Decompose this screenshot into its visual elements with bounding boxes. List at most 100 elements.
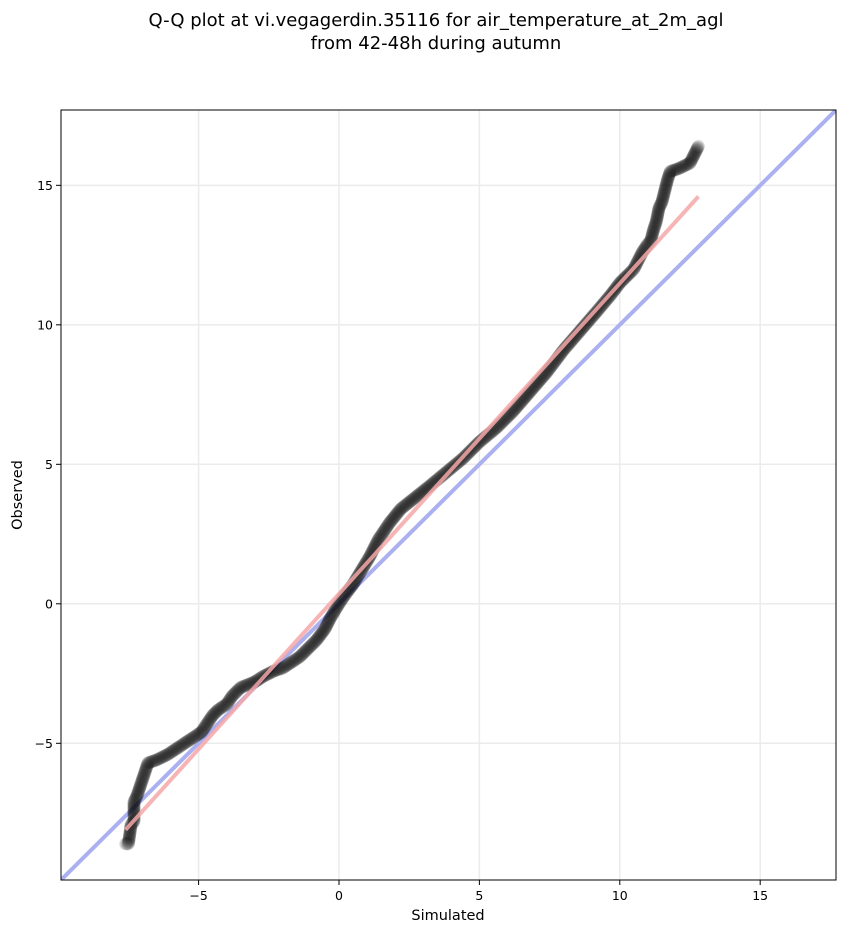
data-point bbox=[571, 326, 585, 340]
data-point bbox=[134, 777, 148, 791]
data-point bbox=[664, 164, 678, 178]
data-point bbox=[670, 162, 684, 176]
data-point bbox=[645, 228, 659, 242]
data-point bbox=[312, 630, 326, 644]
data-point bbox=[375, 527, 389, 541]
data-point bbox=[310, 633, 324, 647]
data-point bbox=[677, 159, 691, 173]
data-point bbox=[170, 741, 184, 755]
data-point bbox=[123, 828, 137, 842]
data-point bbox=[120, 837, 134, 851]
data-point bbox=[200, 717, 214, 731]
data-point bbox=[313, 629, 327, 643]
data-point bbox=[221, 695, 235, 709]
data-point bbox=[401, 496, 415, 510]
data-point bbox=[299, 644, 313, 658]
data-point bbox=[188, 730, 202, 744]
y-tick-label: 5 bbox=[45, 457, 53, 472]
data-point bbox=[278, 659, 292, 673]
data-point bbox=[212, 702, 226, 716]
data-point bbox=[672, 162, 686, 176]
data-point bbox=[275, 661, 289, 675]
data-point bbox=[193, 726, 207, 740]
data-point bbox=[194, 725, 208, 739]
data-point bbox=[277, 660, 291, 674]
data-point bbox=[144, 755, 158, 769]
data-point bbox=[202, 714, 216, 728]
data-point bbox=[415, 485, 429, 499]
data-point bbox=[122, 835, 136, 849]
data-point bbox=[215, 700, 229, 714]
data-point bbox=[668, 163, 682, 177]
data-point bbox=[688, 146, 702, 160]
data-point bbox=[649, 214, 663, 228]
data-point bbox=[325, 608, 339, 622]
data-point bbox=[332, 597, 346, 611]
data-point bbox=[307, 636, 321, 650]
data-point bbox=[213, 702, 227, 716]
data-point bbox=[223, 692, 237, 706]
data-point bbox=[140, 758, 154, 772]
data-point bbox=[127, 800, 141, 814]
data-point bbox=[240, 678, 254, 692]
data-point bbox=[669, 162, 683, 176]
data-point bbox=[389, 508, 403, 522]
data-point bbox=[658, 184, 672, 198]
data-point bbox=[649, 215, 663, 229]
data-point bbox=[220, 697, 234, 711]
data-point bbox=[174, 739, 188, 753]
x-tick-label: 5 bbox=[475, 888, 483, 903]
data-point bbox=[572, 325, 586, 339]
data-point bbox=[135, 775, 149, 789]
data-point bbox=[315, 625, 329, 639]
data-point bbox=[652, 201, 666, 215]
data-point bbox=[287, 653, 301, 667]
data-point bbox=[378, 523, 392, 537]
data-point bbox=[652, 202, 666, 216]
data-point bbox=[314, 627, 328, 641]
data-point bbox=[183, 733, 197, 747]
data-point bbox=[508, 402, 522, 416]
data-point bbox=[650, 211, 664, 225]
data-point bbox=[392, 504, 406, 518]
data-point bbox=[312, 630, 326, 644]
data-point bbox=[138, 766, 152, 780]
data-point bbox=[399, 498, 413, 512]
data-point bbox=[406, 492, 420, 506]
data-point bbox=[283, 656, 297, 670]
data-point bbox=[234, 681, 248, 694]
data-point bbox=[327, 605, 341, 619]
data-point bbox=[326, 606, 340, 620]
data-point bbox=[144, 755, 158, 769]
data-point bbox=[327, 605, 341, 619]
data-point bbox=[318, 622, 332, 636]
data-point bbox=[662, 168, 676, 182]
data-point bbox=[188, 729, 202, 743]
data-point bbox=[297, 646, 311, 660]
data-point bbox=[645, 230, 659, 244]
data-point bbox=[650, 209, 664, 223]
data-point bbox=[208, 706, 222, 720]
data-point bbox=[131, 785, 145, 799]
data-point bbox=[179, 735, 193, 749]
data-point bbox=[647, 220, 661, 234]
data-point bbox=[228, 686, 242, 700]
data-point bbox=[130, 788, 144, 802]
data-point bbox=[122, 836, 136, 850]
data-point bbox=[127, 810, 141, 824]
data-point bbox=[393, 503, 407, 517]
data-point bbox=[658, 183, 672, 197]
y-tick-label: 0 bbox=[45, 596, 53, 611]
data-point bbox=[322, 614, 336, 628]
data-point bbox=[222, 693, 236, 707]
data-point bbox=[320, 618, 334, 632]
data-point bbox=[306, 636, 320, 650]
plot-area bbox=[61, 110, 836, 880]
data-point bbox=[217, 699, 231, 713]
data-point bbox=[656, 192, 670, 206]
data-point bbox=[149, 753, 163, 767]
data-point bbox=[140, 760, 154, 774]
data-point bbox=[140, 759, 154, 773]
data-point bbox=[568, 330, 582, 344]
chart-title-line2: from 42-48h during autumn bbox=[311, 33, 562, 54]
